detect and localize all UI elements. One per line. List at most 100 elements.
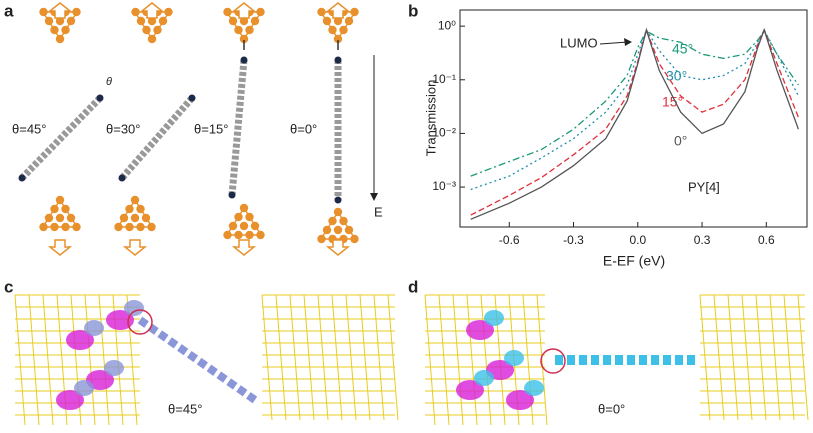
illustration-part [74, 380, 94, 396]
illustration-part [506, 390, 534, 410]
illustration-part [741, 294, 753, 421]
illustration-part [755, 294, 767, 421]
illustration-part [225, 206, 263, 236]
panel-label: a [4, 1, 14, 20]
illustration-part [228, 59, 248, 196]
illustration-part [84, 294, 96, 426]
illustration-part [524, 380, 544, 396]
x-tick-label: 0.3 [694, 233, 711, 247]
x-tick-label: 0.0 [629, 233, 646, 247]
annotation: LUMO [560, 35, 598, 50]
illustration-part [275, 294, 287, 421]
series-label: 45° [672, 41, 693, 57]
illustration-part [147, 16, 157, 26]
illustration-part [106, 310, 134, 330]
illustration-part [325, 2, 351, 19]
illustration-part [783, 294, 795, 421]
x-tick-label: 0.6 [758, 233, 775, 247]
illustration-part [504, 350, 524, 366]
illustration-part [41, 198, 79, 228]
illustration-part [98, 294, 110, 426]
illustration-part [333, 225, 343, 235]
illustration-part [231, 2, 257, 19]
illustration-part [122, 239, 148, 256]
illustration-part [42, 294, 54, 426]
arrow [599, 41, 629, 45]
y-tick-label: 10⁻³ [432, 179, 456, 193]
caption: θ=45° [168, 401, 202, 416]
illustration-part [438, 294, 450, 426]
series-label: 0° [674, 133, 687, 149]
plot-frame [459, 9, 808, 228]
illustration-part [699, 294, 711, 421]
illustration-part [540, 348, 566, 374]
angle-label: θ=45° [12, 121, 46, 136]
illustration-part [124, 300, 144, 316]
series-line [470, 27, 800, 220]
illustration-part [231, 239, 257, 256]
illustration-part [769, 294, 781, 421]
illustration-part [713, 294, 725, 421]
series-label: 30° [666, 68, 687, 84]
illustration-part [116, 198, 154, 228]
series-line [470, 27, 800, 216]
illustration-part [319, 210, 357, 240]
angle-label: θ=15° [194, 121, 228, 136]
illustration-part [466, 320, 494, 340]
illustration-part [424, 294, 436, 426]
y-tick-label: 10⁻² [432, 126, 456, 140]
x-tick-label: -0.3 [563, 233, 584, 247]
illustration-part [239, 221, 249, 231]
caption: θ=0° [598, 401, 625, 416]
panel-label: c [4, 277, 13, 296]
y-tick-label: 10⁰ [438, 18, 456, 32]
illustration-part [47, 239, 73, 256]
y-tick-label: 10⁻¹ [432, 72, 456, 86]
illustration-part [84, 320, 104, 336]
illustration-part [317, 294, 329, 421]
illustration-part [104, 360, 124, 376]
illustration-part [19, 95, 103, 181]
illustration-part [333, 16, 343, 26]
illustration-part [334, 196, 342, 204]
illustration-part [456, 380, 484, 400]
illustration-part [303, 294, 315, 421]
panel-label: b [408, 1, 418, 20]
illustration-part [239, 16, 249, 26]
illustration-part [240, 56, 248, 64]
illustration-part [359, 294, 371, 421]
illustration-part [96, 94, 104, 102]
series-line [470, 28, 799, 191]
illustration-part [474, 370, 494, 386]
illustration-part [387, 294, 399, 421]
illustration-part [55, 213, 65, 223]
field-label: E [374, 204, 383, 219]
illustration-part [373, 294, 385, 421]
illustration-part [137, 316, 258, 404]
illustration-part [47, 2, 73, 19]
illustration-part [289, 294, 301, 421]
illustration-part [536, 294, 548, 426]
illustration-part [14, 294, 26, 426]
illustration-part [466, 294, 478, 426]
illustration-part [325, 239, 351, 256]
series-line [470, 30, 799, 177]
illustration-part [331, 294, 343, 421]
illustration-part [66, 330, 94, 350]
illustration-part [18, 174, 26, 182]
illustration-part [56, 390, 84, 410]
angle-label: θ=0° [290, 121, 317, 136]
illustration-part [130, 213, 140, 223]
illustration-part [119, 95, 195, 181]
illustration-part [345, 294, 357, 421]
illustration-part [797, 294, 809, 421]
panel-label: d [408, 277, 418, 296]
x-tick-label: -0.6 [499, 233, 520, 247]
illustration-part [55, 16, 65, 26]
annotation: PY[4] [688, 179, 720, 194]
illustration-part [484, 310, 504, 326]
illustrations [14, 2, 809, 426]
illustration-part [370, 193, 378, 201]
illustration-part [727, 294, 739, 421]
